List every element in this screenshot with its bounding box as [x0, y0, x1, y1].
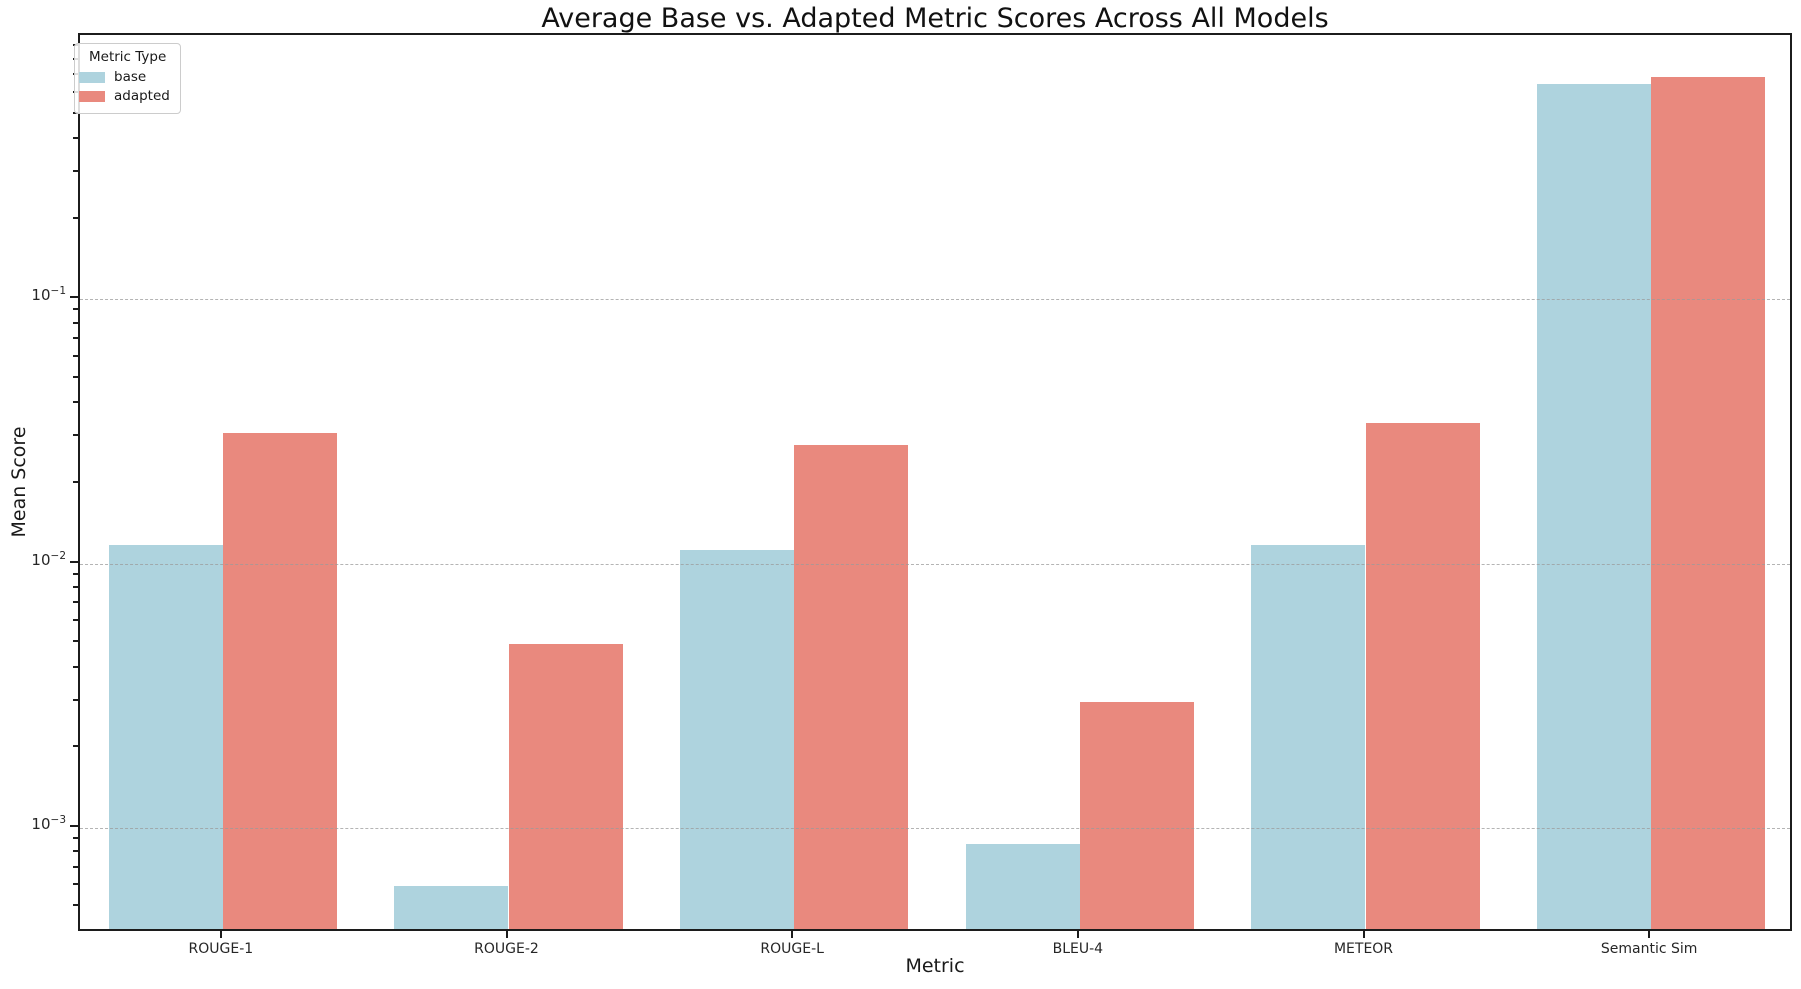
- legend-items: base adapted: [79, 69, 170, 104]
- x-tick: [791, 931, 794, 938]
- y-gridline: [80, 299, 1790, 301]
- y-minor-tick: [73, 434, 78, 437]
- legend: Metric Type base adapted: [74, 43, 181, 114]
- legend-swatch-base: [79, 71, 105, 83]
- bar-base-Semantic Sim: [1536, 84, 1652, 929]
- x-tick-label: Semantic Sim: [1600, 941, 1698, 957]
- y-minor-tick: [73, 883, 78, 886]
- y-minor-tick: [73, 354, 78, 357]
- y-minor-tick: [73, 216, 78, 219]
- legend-swatch-adapted: [79, 90, 105, 102]
- bar-base-ROUGE-1: [108, 544, 223, 929]
- y-minor-tick: [73, 850, 78, 853]
- y-minor-tick: [73, 745, 78, 748]
- y-major-tick: [70, 824, 78, 827]
- y-minor-tick: [73, 308, 78, 311]
- y-minor-tick: [73, 586, 78, 589]
- x-tick-label: BLEU-4: [1052, 941, 1104, 957]
- x-tick-label: ROUGE-1: [188, 941, 254, 957]
- y-minor-tick: [73, 865, 78, 868]
- y-tick-label: 10−2: [31, 549, 66, 569]
- y-minor-tick: [73, 375, 78, 378]
- y-minor-tick: [73, 601, 78, 604]
- y-tick-label: 10−3: [31, 813, 66, 833]
- bar-adapted-ROUGE-2: [508, 643, 623, 929]
- legend-item-adapted: adapted: [79, 88, 170, 104]
- legend-label: adapted: [114, 88, 170, 104]
- y-axis-label: Mean Score: [8, 426, 30, 538]
- y-minor-tick: [73, 572, 78, 575]
- y-minor-tick: [73, 698, 78, 701]
- plot-area: [78, 33, 1792, 931]
- chart-title: Average Base vs. Adapted Metric Scores A…: [541, 3, 1329, 34]
- x-tick: [1648, 931, 1651, 938]
- bar-adapted-BLEU-4: [1079, 701, 1195, 929]
- x-axis-label: Metric: [905, 955, 965, 977]
- y-minor-tick: [73, 619, 78, 622]
- y-minor-tick: [73, 481, 78, 483]
- x-tick-label: METEOR: [1333, 941, 1394, 957]
- bar-adapted-ROUGE-L: [794, 444, 909, 929]
- legend-title: Metric Type: [89, 49, 167, 65]
- y-gridline: [80, 563, 1790, 565]
- y-minor-tick: [73, 904, 78, 907]
- bar-adapted-METEOR: [1365, 422, 1480, 929]
- y-minor-tick: [73, 665, 78, 668]
- legend-label: base: [114, 69, 147, 85]
- bar-base-ROUGE-L: [679, 549, 795, 929]
- y-minor-tick: [73, 836, 78, 839]
- x-tick: [505, 931, 508, 938]
- y-minor-tick: [73, 321, 78, 324]
- x-tick: [1362, 931, 1365, 938]
- bar-adapted-Semantic Sim: [1651, 77, 1766, 929]
- x-tick: [219, 931, 222, 938]
- bar-base-METEOR: [1251, 544, 1366, 929]
- y-gridline: [80, 827, 1790, 829]
- y-minor-tick: [73, 170, 78, 173]
- x-tick: [1076, 931, 1079, 938]
- bar-base-ROUGE-2: [394, 886, 509, 929]
- bar-base-BLEU-4: [965, 843, 1080, 929]
- y-minor-tick: [73, 640, 78, 643]
- plot-inner: [80, 35, 1790, 929]
- bar-adapted-ROUGE-1: [222, 433, 338, 929]
- y-minor-tick: [73, 401, 78, 404]
- x-tick-label: ROUGE-2: [474, 941, 539, 957]
- y-minor-tick: [73, 137, 78, 140]
- y-tick-label: 10−1: [31, 285, 66, 305]
- y-major-tick: [70, 560, 78, 563]
- x-tick-label: ROUGE-L: [760, 941, 824, 957]
- y-minor-tick: [73, 337, 78, 340]
- legend-item-base: base: [79, 69, 170, 85]
- y-major-tick: [70, 296, 78, 299]
